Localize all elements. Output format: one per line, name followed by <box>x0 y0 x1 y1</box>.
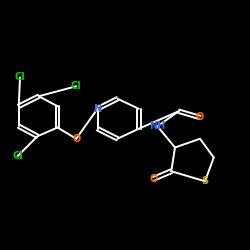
Text: O: O <box>196 112 204 122</box>
Text: NH: NH <box>150 121 166 131</box>
Text: Cl: Cl <box>14 72 26 83</box>
Text: O: O <box>72 134 80 144</box>
Text: Cl: Cl <box>12 151 23 161</box>
Text: Cl: Cl <box>71 81 82 91</box>
Text: S: S <box>202 176 208 186</box>
Text: O: O <box>150 174 158 184</box>
Text: N: N <box>94 104 102 114</box>
